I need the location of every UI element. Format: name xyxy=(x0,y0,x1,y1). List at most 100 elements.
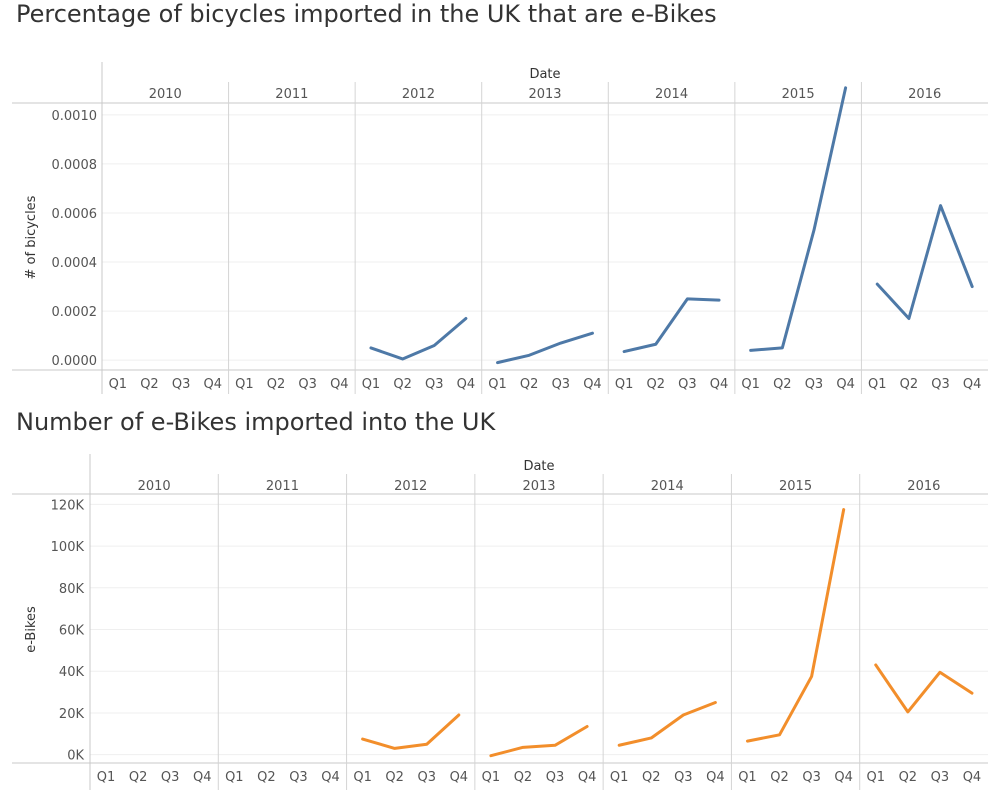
series-line-2015 xyxy=(749,86,848,352)
y-tick-label: 0.0008 xyxy=(52,158,98,173)
panel-ebike-percentage: Percentage of bicycles imported in the U… xyxy=(12,0,988,394)
y-tick-label: 0.0000 xyxy=(52,354,98,369)
quarter-label: Q2 xyxy=(140,377,159,392)
y-tick-label: 0.0004 xyxy=(52,256,98,271)
quarter-label: Q3 xyxy=(298,377,317,392)
year-label: 2012 xyxy=(394,479,427,494)
quarter-label: Q2 xyxy=(642,770,661,785)
quarter-label: Q2 xyxy=(773,377,792,392)
quarter-label: Q4 xyxy=(706,770,725,785)
quarter-label: Q3 xyxy=(546,770,565,785)
quarter-label: Q4 xyxy=(193,770,212,785)
quarter-label: Q4 xyxy=(578,770,597,785)
y-tick-label: 40K xyxy=(59,665,85,680)
panel-ebike-count: Number of e-Bikes imported into the UK D… xyxy=(0,408,1000,800)
quarter-label: Q1 xyxy=(97,770,116,785)
quarter-label: Q1 xyxy=(488,377,507,392)
series-line-2012 xyxy=(361,713,461,750)
quarter-label: Q3 xyxy=(931,770,950,785)
line-chart-ebike-count: Date 2010 Q1 Q2 Q3 Q4 2011 Q1 Q2 Q3 Q4 2012 Q1 Q2 Q3 Q4… xyxy=(12,454,988,790)
quarter-label: Q3 xyxy=(552,377,571,392)
y-tick-label: 0.0006 xyxy=(52,207,98,222)
year-label: 2015 xyxy=(779,479,812,494)
year-label: 2010 xyxy=(138,479,171,494)
quarter-label: Q4 xyxy=(963,770,982,785)
y-tick-label: 0K xyxy=(67,749,84,764)
quarter-label: Q2 xyxy=(900,377,919,392)
y-tick-label: 100K xyxy=(51,540,85,555)
quarter-label: Q3 xyxy=(674,770,693,785)
quarter-label: Q3 xyxy=(161,770,180,785)
year-label: 2014 xyxy=(655,87,688,102)
y-tick-label: 120K xyxy=(51,498,85,513)
quarter-label: Q3 xyxy=(289,770,308,785)
year-label: 2013 xyxy=(528,87,561,102)
quarter-label: Q1 xyxy=(362,377,381,392)
y-tick-label: 80K xyxy=(59,582,85,597)
quarter-label: Q2 xyxy=(257,770,276,785)
series-line-2015 xyxy=(745,508,846,743)
quarter-label: Q2 xyxy=(393,377,412,392)
quarter-label: Q4 xyxy=(457,377,476,392)
quarter-label: Q1 xyxy=(866,770,885,785)
quarter-label: Q2 xyxy=(514,770,533,785)
quarter-label: Q1 xyxy=(868,377,887,392)
quarter-label: Q4 xyxy=(836,377,855,392)
y-tick-label: 0.0010 xyxy=(52,109,98,124)
quarter-label: Q1 xyxy=(353,770,372,785)
quarter-label: Q1 xyxy=(482,770,501,785)
year-label: 2011 xyxy=(266,479,299,494)
series-line-2013 xyxy=(496,331,594,365)
chart-title: Percentage of bicycles imported in the U… xyxy=(16,0,717,28)
quarter-label: Q3 xyxy=(417,770,436,785)
quarter-label: Q2 xyxy=(129,770,148,785)
quarter-label: Q3 xyxy=(931,377,950,392)
line-chart-ebike-percentage: Date 2010 Q1 Q2 Q3 Q4 2011 Q1 Q2 Q3 Q4 2012 Q1 Q2 Q3 Q4… xyxy=(12,62,988,394)
series-line-2012 xyxy=(369,316,468,361)
quarter-label: Q4 xyxy=(710,377,729,392)
year-label: 2012 xyxy=(402,87,435,102)
year-label: 2015 xyxy=(782,87,815,102)
series-line-2016 xyxy=(874,663,974,714)
quarter-label: Q2 xyxy=(770,770,789,785)
quarter-label: Q3 xyxy=(425,377,444,392)
year-label: 2016 xyxy=(908,87,941,102)
quarter-label: Q3 xyxy=(678,377,697,392)
series-line-2014 xyxy=(622,297,721,354)
quarter-label: Q1 xyxy=(738,770,757,785)
quarter-label: Q2 xyxy=(646,377,665,392)
year-label: 2014 xyxy=(651,479,684,494)
year-label: 2016 xyxy=(907,479,940,494)
quarter-label: Q4 xyxy=(450,770,469,785)
quarter-label: Q4 xyxy=(203,377,222,392)
quarter-label: Q3 xyxy=(172,377,191,392)
year-label: 2011 xyxy=(275,87,308,102)
quarter-label: Q1 xyxy=(615,377,634,392)
chart-title: Number of e-Bikes imported into the UK xyxy=(16,408,496,436)
series-line-2016 xyxy=(875,204,974,320)
quarter-label: Q4 xyxy=(330,377,349,392)
quarter-label: Q4 xyxy=(963,377,982,392)
quarter-label: Q3 xyxy=(805,377,824,392)
column-header-label: Date xyxy=(523,459,554,474)
quarter-label: Q4 xyxy=(321,770,340,785)
series-line-2014 xyxy=(617,701,717,747)
y-tick-label: 0.0002 xyxy=(52,305,98,320)
quarter-label: Q2 xyxy=(385,770,404,785)
column-header-label: Date xyxy=(529,67,560,82)
y-tick-label: 20K xyxy=(59,707,85,722)
y-axis-label: e-Bikes xyxy=(24,606,39,653)
quarter-label: Q1 xyxy=(235,377,254,392)
quarter-label: Q1 xyxy=(109,377,128,392)
series-line-2013 xyxy=(489,724,589,758)
quarter-label: Q4 xyxy=(834,770,853,785)
y-tick-label: 60K xyxy=(59,624,85,639)
quarter-label: Q4 xyxy=(583,377,602,392)
quarter-label: Q1 xyxy=(741,377,760,392)
year-label: 2010 xyxy=(149,87,182,102)
quarter-label: Q2 xyxy=(520,377,539,392)
quarter-label: Q1 xyxy=(610,770,629,785)
quarter-label: Q3 xyxy=(802,770,821,785)
quarter-label: Q1 xyxy=(225,770,244,785)
y-axis-label: # of bicycles xyxy=(24,195,39,279)
